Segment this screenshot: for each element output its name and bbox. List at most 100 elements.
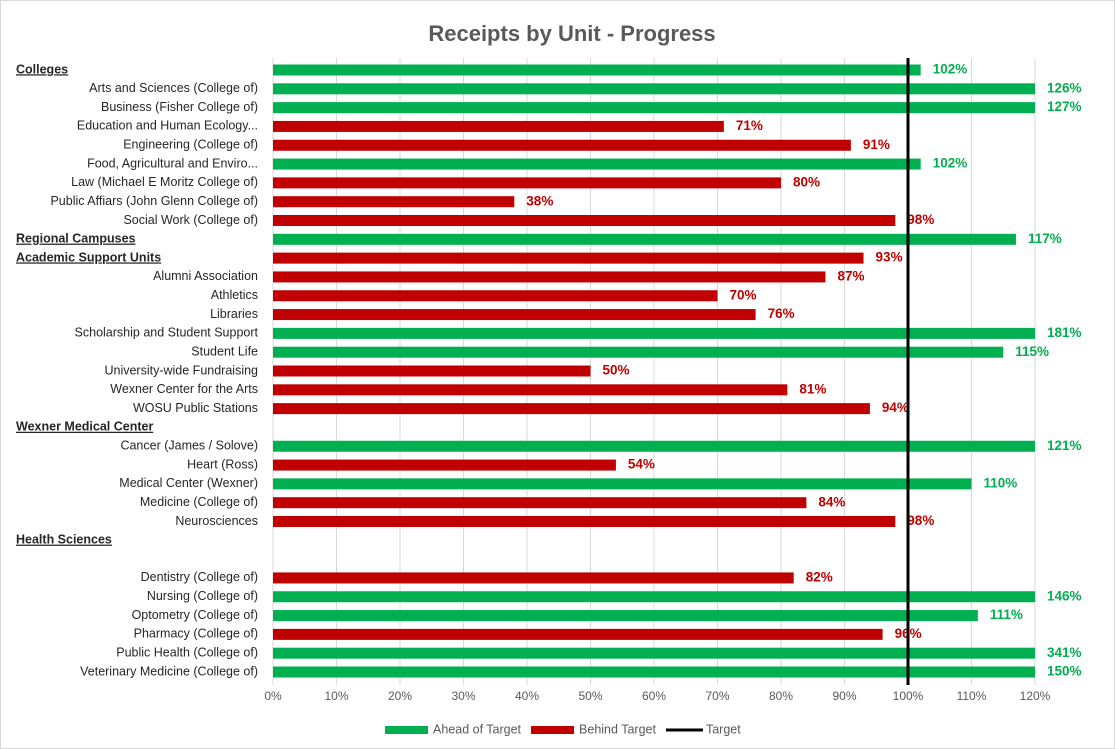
x-tick-label: 40% xyxy=(515,689,539,703)
bar xyxy=(273,271,826,283)
category-label: University-wide Fundraising xyxy=(104,363,258,377)
legend-swatch xyxy=(531,726,575,734)
value-label: 81% xyxy=(799,381,826,396)
category-label: Education and Human Ecology... xyxy=(77,119,258,133)
value-label: 98% xyxy=(907,212,934,227)
value-label: 110% xyxy=(984,475,1018,490)
bar xyxy=(273,64,921,76)
x-tick-label: 10% xyxy=(324,689,348,703)
category-label: Wexner Center for the Arts xyxy=(110,382,258,396)
x-tick-label: 60% xyxy=(642,689,666,703)
bar xyxy=(273,83,1035,95)
legend-label: Ahead of Target xyxy=(433,722,522,736)
section-header: Wexner Medical Center xyxy=(16,420,153,434)
value-label: 341% xyxy=(1047,645,1082,660)
category-label: Scholarship and Student Support xyxy=(75,326,259,340)
bar xyxy=(273,384,788,396)
legend-label: Behind Target xyxy=(579,722,656,736)
bar xyxy=(273,177,781,189)
x-tick-label: 110% xyxy=(957,689,987,703)
value-label: 93% xyxy=(876,250,903,265)
section-header: Regional Campuses xyxy=(16,232,136,246)
category-label: Student Life xyxy=(191,344,258,358)
bar xyxy=(273,158,921,170)
category-label: Athletics xyxy=(211,288,258,302)
bar xyxy=(273,346,1004,358)
bar xyxy=(273,365,591,377)
x-tick-label: 30% xyxy=(451,689,475,703)
value-label: 54% xyxy=(628,457,655,472)
x-tick-label: 0% xyxy=(264,689,282,703)
bar xyxy=(273,215,896,226)
bar xyxy=(273,628,883,640)
value-label: 117% xyxy=(1028,231,1062,246)
bar xyxy=(273,309,756,321)
bar xyxy=(273,139,851,151)
value-label: 76% xyxy=(768,306,795,321)
value-label: 102% xyxy=(933,62,968,77)
category-label: Medicine (College of) xyxy=(140,495,258,509)
value-label: 71% xyxy=(736,118,763,133)
category-label: Alumni Association xyxy=(153,269,258,283)
value-label: 126% xyxy=(1047,80,1082,95)
value-label: 150% xyxy=(1047,664,1082,679)
value-label: 38% xyxy=(526,193,553,208)
category-label: Public Affiars (John Glenn College of) xyxy=(50,194,258,208)
value-label: 121% xyxy=(1047,438,1082,453)
value-label: 102% xyxy=(933,156,968,171)
value-label: 84% xyxy=(818,494,845,509)
bar xyxy=(273,666,1035,678)
category-label: Business (Fisher College of) xyxy=(101,100,258,114)
x-tick-label: 120% xyxy=(1020,689,1051,703)
bar xyxy=(273,478,972,490)
value-label: 127% xyxy=(1047,99,1082,114)
category-label: Dentistry (College of) xyxy=(141,570,258,584)
bar xyxy=(273,102,1035,114)
category-label: Libraries xyxy=(210,307,258,321)
category-label: Social Work (College of) xyxy=(123,213,258,227)
x-tick-label: 90% xyxy=(832,689,856,703)
x-tick-label: 20% xyxy=(388,689,412,703)
bar xyxy=(273,252,864,264)
section-header: Health Sciences xyxy=(16,533,112,547)
bar xyxy=(273,572,794,584)
value-label: 111% xyxy=(990,607,1023,622)
bar xyxy=(273,233,1016,245)
category-label: Veterinary Medicine (College of) xyxy=(80,664,258,678)
value-label: 70% xyxy=(730,287,757,302)
value-label: 181% xyxy=(1047,325,1082,340)
category-label: Arts and Sciences (College of) xyxy=(89,81,258,95)
category-label: WOSU Public Stations xyxy=(133,401,258,415)
category-label: Engineering (College of) xyxy=(123,138,258,152)
category-label: Cancer (James / Solove) xyxy=(120,439,258,453)
bar xyxy=(273,120,724,132)
x-tick-label: 50% xyxy=(578,689,602,703)
bar xyxy=(273,459,616,471)
value-label: 115% xyxy=(1015,344,1049,359)
value-label: 80% xyxy=(793,174,820,189)
section-header: Colleges xyxy=(16,62,68,76)
x-tick-label: 80% xyxy=(769,689,793,703)
chart-title: Receipts by Unit - Progress xyxy=(428,21,715,46)
bar xyxy=(273,591,1035,603)
bar xyxy=(273,440,1035,452)
bar xyxy=(273,497,807,509)
section-header: Academic Support Units xyxy=(16,250,161,264)
x-tick-label: 70% xyxy=(705,689,729,703)
category-label: Law (Michael E Moritz College of) xyxy=(71,175,258,189)
value-label: 50% xyxy=(603,363,630,378)
category-label: Pharmacy (College of) xyxy=(134,627,258,641)
value-label: 82% xyxy=(806,570,833,585)
bar xyxy=(273,403,870,415)
value-label: 98% xyxy=(907,513,934,528)
category-label: Heart (Ross) xyxy=(187,457,258,471)
legend-swatch xyxy=(385,726,428,734)
bar xyxy=(273,327,1035,339)
x-tick-label: 100% xyxy=(893,689,924,703)
category-label: Neurosciences xyxy=(175,514,258,528)
value-label: 87% xyxy=(837,269,864,284)
category-label: Nursing (College of) xyxy=(147,589,258,603)
legend-label: Target xyxy=(706,722,741,736)
bar xyxy=(273,647,1035,659)
